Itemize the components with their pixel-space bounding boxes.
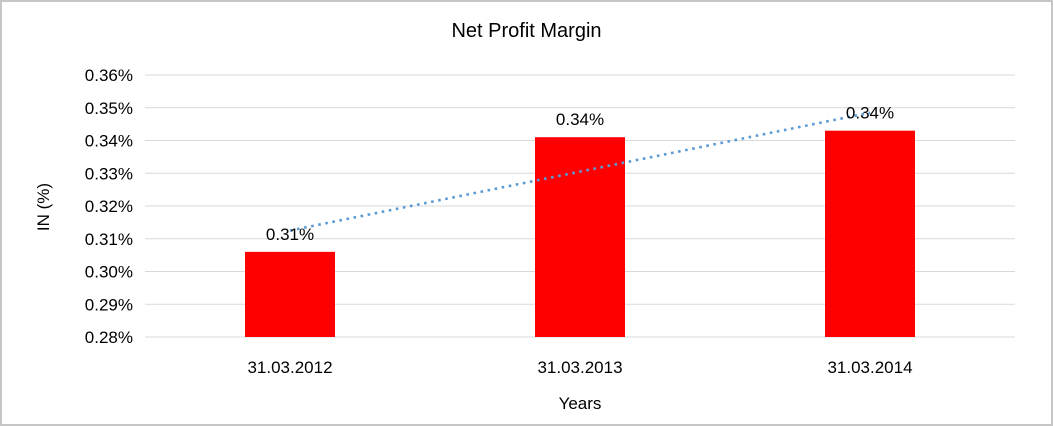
bar bbox=[535, 137, 625, 337]
y-tick-label: 0.34% bbox=[85, 132, 133, 151]
y-tick-label: 0.35% bbox=[85, 99, 133, 118]
y-tick-label: 0.33% bbox=[85, 164, 133, 183]
y-tick-label: 0.32% bbox=[85, 197, 133, 216]
trendline bbox=[289, 111, 871, 232]
x-category-label: 31.03.2014 bbox=[827, 358, 912, 377]
bar bbox=[825, 130, 915, 337]
x-category-label: 31.03.2013 bbox=[537, 358, 622, 377]
y-tick-label: 0.28% bbox=[85, 328, 133, 347]
bar-value-label: 0.34% bbox=[556, 110, 604, 129]
bar bbox=[245, 251, 335, 337]
chart-title: Net Profit Margin bbox=[451, 20, 602, 42]
x-axis-title: Years bbox=[558, 394, 602, 413]
bar-value-label: 0.34% bbox=[846, 104, 894, 123]
y-tick-label: 0.36% bbox=[85, 66, 133, 85]
bar-value-label: 0.31% bbox=[266, 225, 314, 244]
y-tick-label: 0.31% bbox=[85, 230, 133, 249]
y-tick-label: 0.29% bbox=[85, 295, 133, 314]
y-tick-label: 0.30% bbox=[85, 263, 133, 282]
x-category-label: 31.03.2012 bbox=[247, 358, 332, 377]
